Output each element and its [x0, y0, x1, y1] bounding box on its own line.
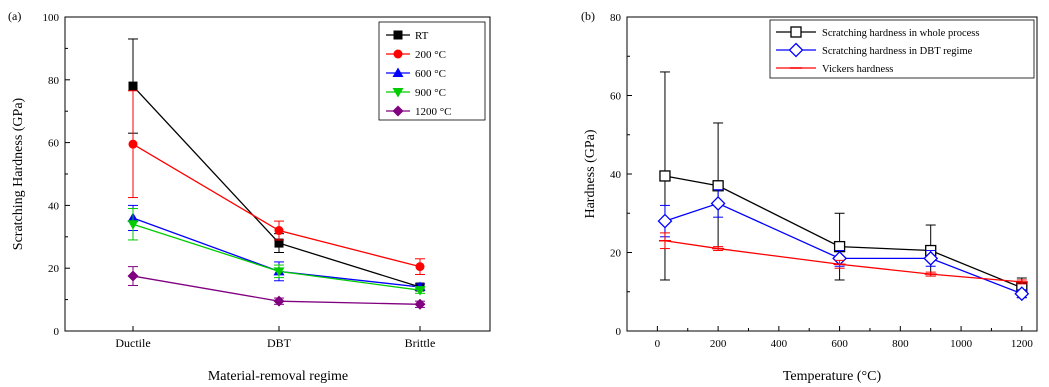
data-point — [1014, 286, 1030, 302]
data-point — [414, 298, 426, 310]
x-tick-label-b: 800 — [892, 338, 909, 350]
data-point — [127, 270, 139, 282]
x-tick-label-a: Brittle — [405, 336, 436, 350]
series-scratching-hardness-in-dbt-regime — [657, 189, 1030, 302]
y-axis-b: 0 20 40 60 80 — [610, 12, 632, 338]
x-tick-label-b: 0 — [655, 338, 661, 350]
y-tick-label-a: 40 — [48, 200, 60, 212]
x-axis-b: 0 200 400 600 800 1000 1200 — [655, 326, 1034, 350]
x-tick-label-b: 1200 — [1011, 338, 1034, 350]
data-point — [414, 286, 426, 296]
series-a — [127, 38, 426, 310]
legend-box-b — [769, 19, 1035, 79]
data-point — [273, 267, 285, 277]
data-point — [274, 238, 284, 248]
legend-entry-label: Vickers hardness — [822, 64, 893, 75]
x-tick-label-b: 1000 — [950, 338, 973, 350]
y-tick-label-a: 80 — [48, 75, 60, 87]
y-tick-label-b: 40 — [610, 169, 622, 181]
legend-marker — [393, 49, 403, 59]
legend-entry-label: 600 °C — [415, 68, 446, 80]
legend-marker — [393, 30, 403, 40]
chart-panel-a: (a) 0 20 40 60 80 100 Ductile DBT Brittle Mater… — [8, 9, 491, 384]
data-point — [659, 170, 671, 182]
data-point — [710, 196, 726, 211]
y-axis-a: 0 20 40 60 80 100 — [43, 12, 70, 338]
y-tick-label-b: 80 — [610, 12, 622, 24]
y-tick-label-b: 20 — [610, 248, 622, 260]
series-line — [132, 85, 421, 288]
series-line — [132, 143, 421, 268]
data-point — [657, 213, 673, 229]
data-point — [128, 139, 138, 149]
legend-a: RT 200 °C 600 °C 900 °C 1200 °C — [378, 21, 486, 121]
legend-marker — [788, 42, 804, 58]
legend-marker — [392, 88, 404, 98]
series-b — [657, 71, 1030, 302]
data-point — [127, 220, 139, 230]
legend-b: Scratching hardness in whole process Scra… — [769, 19, 1035, 79]
x-axis-label-b: Temperature (°C) — [783, 369, 882, 384]
series-1200-c — [127, 266, 426, 310]
x-tick-label-a: DBT — [267, 336, 292, 350]
data-point — [273, 295, 285, 307]
y-tick-label-b: 0 — [616, 326, 622, 338]
data-point — [415, 262, 425, 272]
legend-entry-label: RT — [415, 30, 429, 42]
panel-label-b: (b) — [581, 9, 595, 23]
x-tick-label-b: 400 — [771, 338, 788, 350]
x-tick-label-b: 200 — [710, 338, 727, 350]
legend-entry-label: 1200 °C — [415, 106, 452, 118]
x-tick-label-b: 600 — [831, 338, 848, 350]
y-axis-label-a: Scratching Hardness (GPa) — [11, 97, 26, 250]
series-200-c — [128, 90, 425, 275]
y-tick-label-a: 60 — [48, 138, 60, 150]
series-vickers-hardness — [658, 232, 1028, 285]
panel-label-a: (a) — [8, 9, 21, 23]
x-axis-a: Ductile DBT Brittle — [115, 326, 435, 350]
series-900-c — [127, 208, 426, 296]
legend-entry-label: Scratching hardness in whole process — [822, 28, 979, 39]
series-600-c — [127, 204, 426, 292]
legend-marker — [392, 105, 404, 117]
y-tick-label-a: 20 — [48, 263, 60, 275]
legend-marker — [790, 26, 802, 38]
x-tick-label-a: Ductile — [115, 336, 150, 350]
data-point — [274, 226, 284, 236]
legend-entry-label: 200 °C — [415, 49, 446, 61]
x-axis-label-a: Material-removal regime — [208, 369, 348, 384]
y-tick-label-a: 100 — [43, 12, 60, 24]
legend-marker — [392, 67, 404, 77]
chart-panel-b: (b) 0 20 40 60 80 0 200 400 600 800 1000 1200 Temp… — [581, 9, 1038, 384]
data-point — [923, 250, 939, 266]
y-axis-label-b: Hardness (GPa) — [583, 129, 598, 218]
y-tick-label-b: 60 — [610, 91, 622, 103]
legend-entry-label: 900 °C — [415, 87, 446, 99]
y-tick-label-a: 0 — [54, 326, 60, 338]
legend-entry-label: Scratching hardness in DBT regime — [822, 46, 973, 57]
data-point — [128, 81, 138, 91]
